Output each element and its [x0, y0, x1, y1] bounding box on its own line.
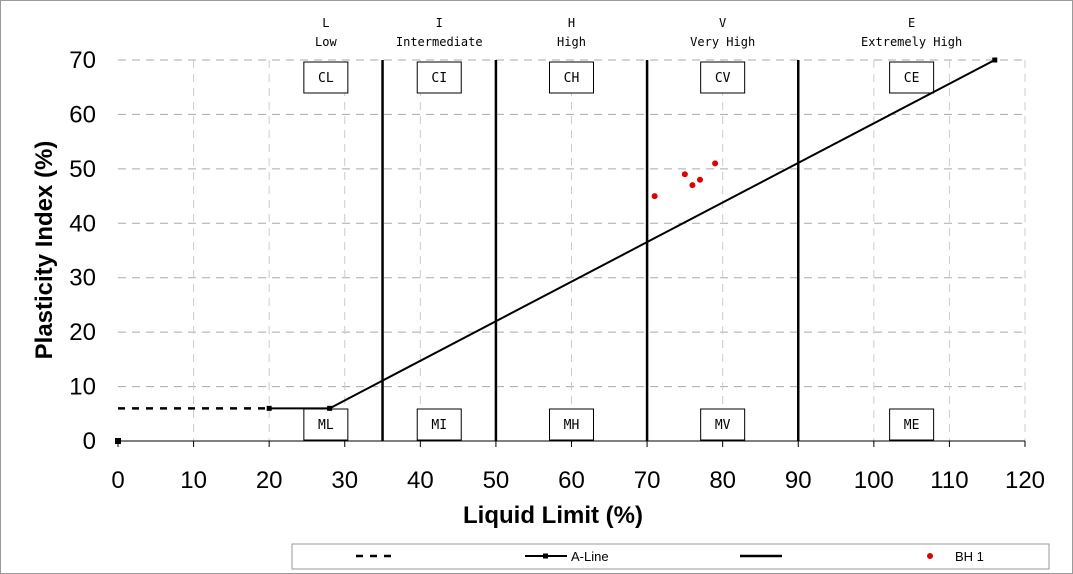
y-tick-label: 0: [83, 428, 96, 455]
upper-class-box: [416, 61, 462, 94]
upper-class-label: CV: [715, 71, 731, 86]
x-axis-title: Liquid Limit (%): [463, 502, 643, 529]
lower-class-label: MV: [715, 418, 731, 433]
x-tick-label: 0: [111, 467, 124, 494]
x-tick-label: 70: [634, 467, 661, 494]
a-line-marker: [327, 405, 333, 411]
lower-class-box: [549, 408, 594, 441]
legend: A-Line BH 1: [291, 543, 1050, 570]
x-tick-label: 120: [1005, 467, 1045, 494]
zone-code: H: [568, 16, 575, 30]
legend-box: [291, 543, 1050, 570]
y-tick-label: 60: [69, 101, 96, 128]
zones: L Low CL ML I Intermediate CI MI H High CH MH V Very …: [303, 16, 962, 441]
upper-class-box: [889, 61, 935, 94]
y-axis-title: Plasticity Index (%): [31, 141, 58, 360]
zone-code: E: [908, 16, 915, 30]
series: [115, 57, 998, 444]
x-tick-label: 10: [180, 467, 207, 494]
lower-class-label: ML: [318, 418, 334, 433]
lower-class-label: ME: [904, 418, 920, 433]
lower-class-box: [700, 408, 746, 441]
a-line-marker: [266, 405, 272, 411]
lower-class-label: MH: [564, 418, 580, 433]
lower-class-box: [889, 408, 935, 441]
y-tick-label: 30: [69, 265, 96, 292]
lower-class-box: [303, 408, 349, 441]
legend-label-bh1: BH 1: [955, 549, 984, 564]
x-tick-label: 20: [256, 467, 283, 494]
upper-class-label: CI: [431, 71, 447, 86]
x-tick-label: 110: [930, 467, 968, 494]
bh1-point: [681, 171, 688, 178]
legend-swatch-marker: [543, 553, 548, 559]
upper-class-label: CL: [318, 71, 334, 86]
origin-marker: [115, 438, 121, 444]
bh1-point: [651, 193, 658, 200]
y-tick-label: 50: [69, 156, 96, 183]
zone-name: Intermediate: [396, 35, 483, 49]
zone-code: I: [436, 16, 443, 30]
y-tick-label: 20: [69, 319, 96, 346]
upper-class-box: [303, 61, 349, 94]
lower-class-label: MI: [431, 418, 447, 433]
x-tick-label: 100: [854, 467, 894, 494]
zone-name: High: [557, 35, 586, 49]
bh1-point: [689, 182, 696, 189]
y-tick-label: 10: [69, 374, 96, 401]
upper-class-box: [700, 61, 746, 94]
x-tick-label: 40: [407, 467, 434, 494]
upper-class-label: CH: [564, 71, 580, 86]
upper-class-box: [549, 61, 594, 94]
zone-name: Very High: [690, 35, 755, 49]
x-tick-label: 50: [483, 467, 510, 494]
bh1-point: [712, 160, 719, 167]
a-line-marker: [992, 57, 998, 63]
y-tick-label: 40: [69, 210, 96, 237]
zone-code: V: [719, 16, 726, 30]
lower-class-box: [416, 408, 462, 441]
axes: 0 10 20 30 40 50 60 70 0 10 20 30 40 50 60 70 80 90 100 110…: [69, 47, 1045, 494]
x-tick-label: 90: [785, 467, 812, 494]
zone-code: L: [322, 16, 329, 30]
upper-class-label: CE: [904, 71, 920, 86]
zone-name: Low: [315, 35, 337, 49]
x-tick-label: 60: [558, 467, 585, 494]
y-tick-label: 70: [69, 47, 96, 74]
bh1-point: [696, 176, 703, 183]
legend-label-a-line: A-Line: [571, 549, 609, 564]
zone-name: Extremely High: [861, 35, 962, 49]
x-tick-label: 30: [331, 467, 358, 494]
x-tick-label: 80: [709, 467, 736, 494]
legend-swatch-bh1: [927, 553, 933, 559]
